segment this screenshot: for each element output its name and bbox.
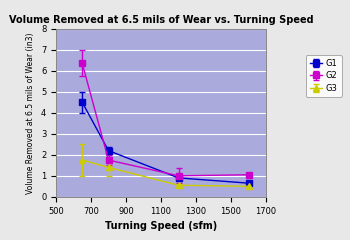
Y-axis label: Volume Removed at 6.5 mils of Wear (in3): Volume Removed at 6.5 mils of Wear (in3)	[26, 32, 35, 193]
Legend: G1, G2, G3: G1, G2, G3	[306, 55, 342, 97]
Title: Volume Removed at 6.5 mils of Wear vs. Turning Speed: Volume Removed at 6.5 mils of Wear vs. T…	[9, 15, 313, 25]
X-axis label: Turning Speed (sfm): Turning Speed (sfm)	[105, 221, 217, 231]
